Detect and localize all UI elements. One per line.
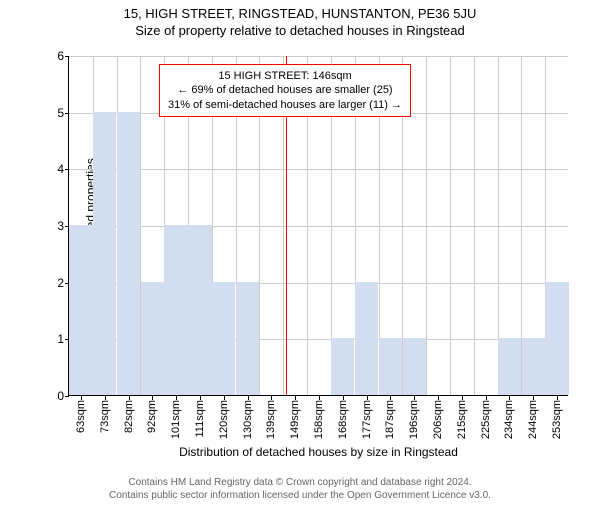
xtick-label: 139sqm (265, 400, 277, 439)
footer-line-2: Contains public sector information licen… (0, 490, 600, 503)
bar (93, 112, 116, 395)
xtick-label: 73sqm (99, 400, 111, 433)
xtick-mark (367, 396, 368, 400)
bar (379, 338, 402, 395)
xtick-mark (557, 396, 558, 400)
gridline-v (426, 56, 427, 395)
info-box-line: 31% of semi-detached houses are larger (… (168, 98, 402, 112)
xtick-mark (152, 396, 153, 400)
footer: Contains HM Land Registry data © Crown c… (0, 477, 600, 502)
xtick-mark (271, 396, 272, 400)
xtick-mark (176, 396, 177, 400)
bar (331, 338, 354, 395)
xtick-label: 244sqm (527, 400, 539, 439)
footer-line-1: Contains HM Land Registry data © Crown c… (0, 477, 600, 490)
info-box-line: 15 HIGH STREET: 146sqm (168, 69, 402, 83)
xtick-label: 234sqm (503, 400, 515, 439)
xtick-label: 187sqm (384, 400, 396, 439)
xtick-mark (248, 396, 249, 400)
xtick-mark (438, 396, 439, 400)
xtick-label: 215sqm (456, 400, 468, 439)
xtick-mark (224, 396, 225, 400)
xtick-label: 120sqm (218, 400, 230, 439)
xtick-label: 253sqm (551, 400, 563, 439)
bar (355, 282, 378, 395)
xtick-mark (486, 396, 487, 400)
xtick-label: 130sqm (242, 400, 254, 439)
xtick-label: 177sqm (361, 400, 373, 439)
bar (498, 338, 521, 395)
page-subtitle: Size of property relative to detached ho… (0, 23, 600, 38)
bar (69, 225, 92, 395)
xtick-label: 92sqm (146, 400, 158, 433)
ytick-mark (65, 113, 69, 114)
xtick-label: 168sqm (337, 400, 349, 439)
ytick-mark (65, 169, 69, 170)
xtick-mark (81, 396, 82, 400)
xtick-mark (390, 396, 391, 400)
bar (522, 338, 545, 395)
bar (141, 282, 164, 395)
bar (164, 225, 187, 395)
ytick-label: 5 (49, 106, 64, 120)
xtick-label: 149sqm (289, 400, 301, 439)
reference-info-box: 15 HIGH STREET: 146sqm← 69% of detached … (159, 64, 411, 117)
xtick-mark (200, 396, 201, 400)
chart-container: Number of detached properties Distributi… (38, 56, 578, 426)
bar (212, 282, 235, 395)
xtick-label: 111sqm (194, 400, 206, 438)
bar (545, 282, 568, 395)
ytick-label: 6 (49, 49, 64, 63)
info-box-line: ← 69% of detached houses are smaller (25… (168, 83, 402, 97)
bar (188, 225, 211, 395)
ytick-mark (65, 56, 69, 57)
ytick-label: 4 (49, 162, 64, 176)
ytick-label: 1 (49, 332, 64, 346)
xtick-mark (414, 396, 415, 400)
gridline-v (474, 56, 475, 395)
ytick-label: 2 (49, 276, 64, 290)
xtick-mark (462, 396, 463, 400)
xtick-label: 82sqm (123, 400, 135, 433)
bar (403, 338, 426, 395)
xtick-mark (343, 396, 344, 400)
xtick-label: 63sqm (75, 400, 87, 433)
xtick-mark (533, 396, 534, 400)
page-title: 15, HIGH STREET, RINGSTEAD, HUNSTANTON, … (0, 6, 600, 21)
xtick-label: 158sqm (313, 400, 325, 439)
gridline-h (69, 56, 568, 57)
ytick-label: 3 (49, 219, 64, 233)
gridline-v (450, 56, 451, 395)
plot-area: Distribution of detached houses by size … (68, 56, 568, 396)
ytick-label: 0 (49, 389, 64, 403)
gridline-h (69, 169, 568, 170)
xtick-label: 101sqm (170, 400, 182, 439)
bar (117, 112, 140, 395)
xtick-mark (129, 396, 130, 400)
gridline-h (69, 226, 568, 227)
xtick-mark (105, 396, 106, 400)
xtick-mark (295, 396, 296, 400)
xtick-mark (319, 396, 320, 400)
xtick-label: 206sqm (432, 400, 444, 439)
x-axis-label: Distribution of detached houses by size … (179, 445, 458, 459)
xtick-label: 225sqm (480, 400, 492, 439)
xtick-label: 196sqm (408, 400, 420, 439)
xtick-mark (509, 396, 510, 400)
ytick-mark (65, 396, 69, 397)
bar (236, 282, 259, 395)
